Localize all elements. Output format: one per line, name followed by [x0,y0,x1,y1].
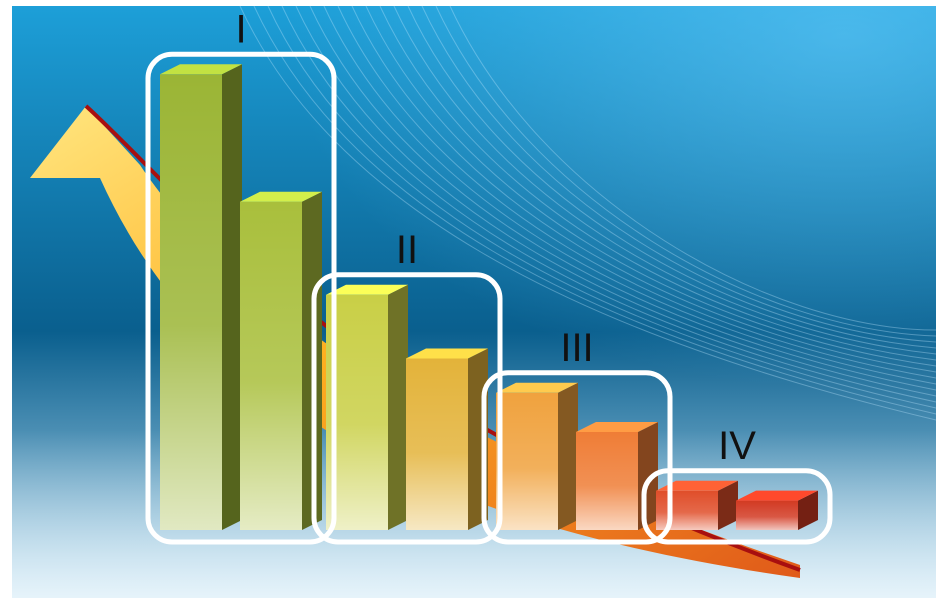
swirl-line [407,5,937,349]
swirl-line [281,5,937,403]
bar-side [558,382,578,530]
bar-group-II-2 [406,348,488,530]
swirl-line [449,5,937,331]
bar-top [160,64,242,75]
swirl-line [379,5,937,361]
group-box-IV [641,468,833,545]
bar-front-highlight [240,201,302,530]
bar-top [736,490,818,501]
bar-top [656,480,738,491]
swirl-line [365,5,937,367]
group-box-I [145,51,337,545]
bar-side [718,480,738,530]
bar-side [388,284,408,530]
group-box-II [311,272,503,545]
bars [160,64,818,531]
swirl-line [253,5,937,415]
swirl-line [267,5,937,409]
bar-front-highlight [160,74,222,531]
swirl-line [393,5,937,355]
bar-front-highlight [656,490,718,530]
group-label-II: II [396,228,418,272]
bar-group-I-2 [240,191,322,530]
bar-group-III-2 [576,422,658,530]
bar-top [326,284,408,295]
bar-group-IV-2 [736,490,818,530]
group-label-I: I [235,7,246,51]
bar-side [222,64,242,531]
bar-front-highlight [496,392,558,530]
bar-group-II-1 [326,284,408,530]
swirl-line [337,5,937,379]
bar-group-IV-1 [656,480,738,530]
bar-top [496,382,578,393]
swirl-line [239,5,937,421]
bar-front-highlight [406,358,468,530]
group-label-III: III [560,326,593,370]
bar-front-highlight [576,432,638,530]
bar-group-III-1 [496,382,578,530]
group-boxes [145,51,833,545]
bar-front-highlight [736,500,798,530]
swirl-line [435,5,937,337]
group-box-III [481,370,673,545]
swirl-line [295,5,937,397]
bar-top [406,348,488,359]
swirl-line [323,5,937,385]
swirl-line [351,5,937,373]
arrow-body [30,106,800,578]
swirl-line [309,5,937,391]
bar-group-I-1 [160,64,242,531]
bar-top [240,191,322,202]
background-swirl-lines [239,5,937,421]
bar-side [798,490,818,530]
group-label-IV: IV [718,424,756,468]
bar-top [576,422,658,432]
swirl-line [421,5,937,343]
